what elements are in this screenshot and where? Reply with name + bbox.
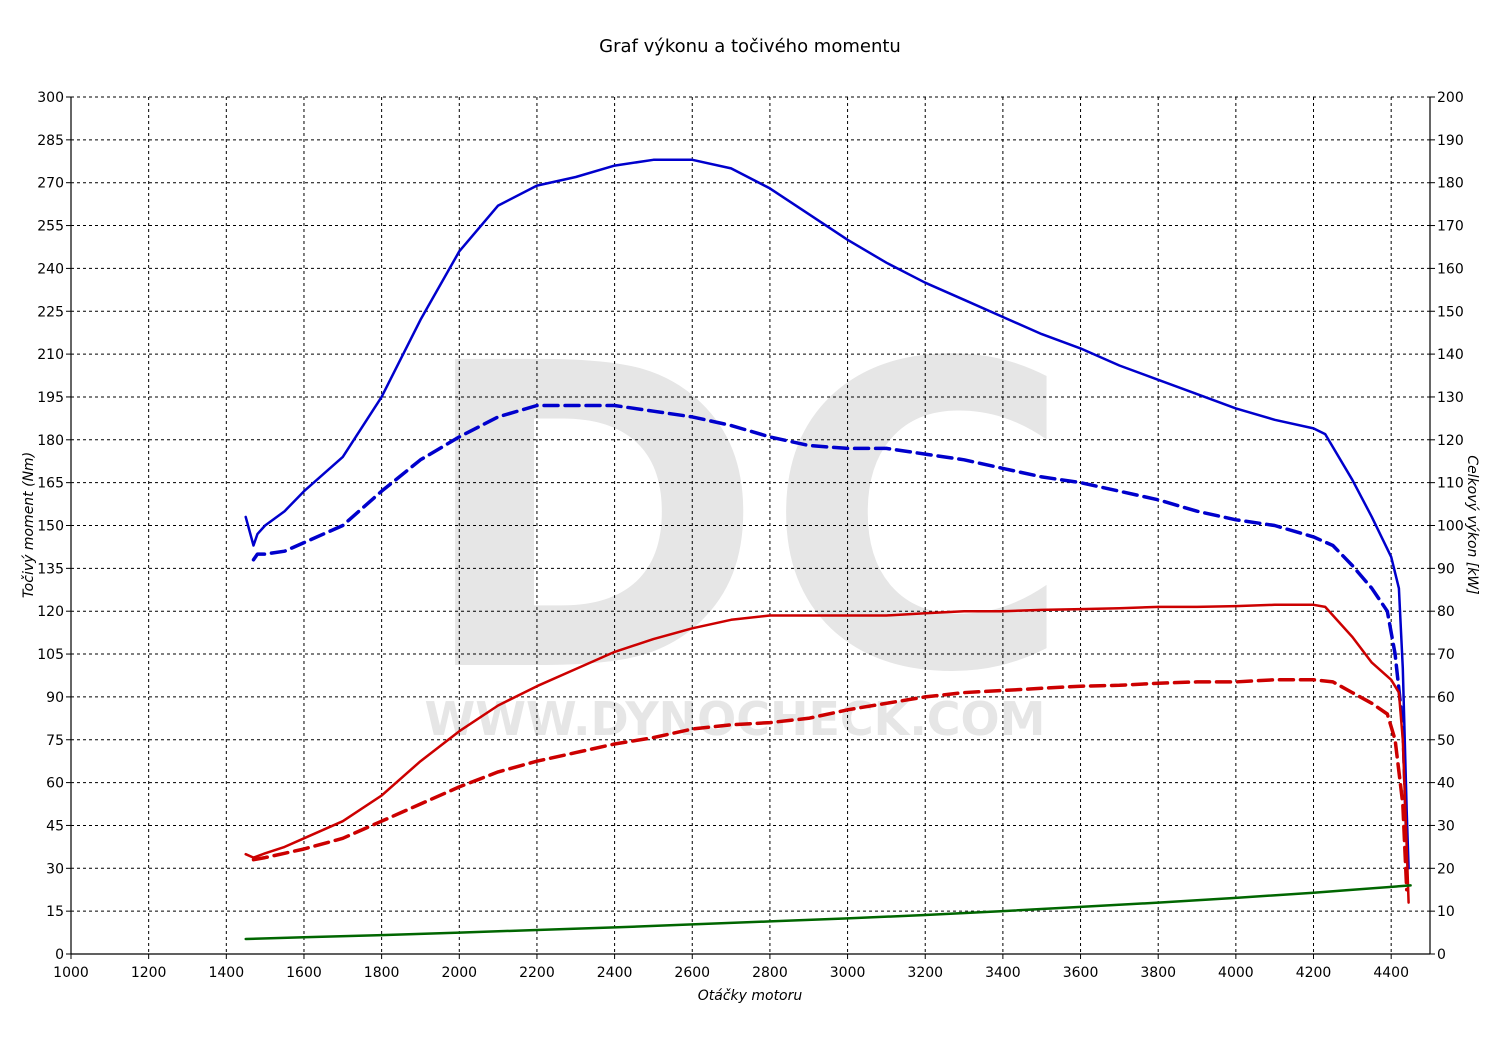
x-tick-label: 1000 (53, 965, 89, 981)
x-tick-label: 2800 (752, 965, 788, 981)
y-left-tick-label: 105 (37, 647, 64, 663)
y-left-tick-label: 60 (46, 776, 64, 792)
series-line-power-tuned (244, 603, 1410, 904)
x-tick-label: 3800 (1140, 965, 1176, 981)
x-tick-label: 4000 (1218, 965, 1254, 981)
y-left-tick-label: 240 (37, 261, 64, 277)
x-tick-label: 3600 (1063, 965, 1099, 981)
chart-title: Graf výkonu a točivého momentu (599, 36, 901, 57)
y-left-tick-label: 195 (37, 390, 64, 406)
y-left-tick-label: 120 (37, 604, 64, 620)
y-right-tick-label: 170 (1437, 219, 1464, 235)
y-left-tick-label: 165 (37, 476, 64, 492)
x-tick-label: 3000 (830, 965, 866, 981)
series-line-torque-tuned (244, 158, 1410, 870)
y-right-tick-label: 60 (1437, 690, 1455, 706)
tick-labels: 1000 1200 1400 1600 1800 2000 2200 2400 2600 2800… (37, 90, 1463, 981)
y-axis-label-right: Celkový výkon [kW] (1464, 455, 1480, 594)
y-left-tick-label: 0 (55, 947, 64, 963)
y-left-tick-label: 15 (46, 904, 64, 920)
y-right-tick-label: 20 (1437, 861, 1455, 877)
y-left-tick-label: 270 (37, 176, 64, 192)
series-layer (244, 158, 1412, 941)
x-tick-label: 2000 (441, 965, 477, 981)
y-axis-label-left: Točivý moment (Nm) (21, 452, 37, 598)
x-tick-label: 2200 (519, 965, 555, 981)
x-tick-label: 4400 (1373, 965, 1409, 981)
y-left-tick-label: 180 (37, 433, 64, 449)
series-line-loss (244, 884, 1412, 941)
y-right-tick-label: 80 (1437, 604, 1455, 620)
x-axis-label: Otáčky motoru (698, 988, 803, 1004)
y-right-tick-label: 190 (1437, 133, 1464, 149)
y-right-tick-label: 200 (1437, 90, 1464, 106)
y-right-tick-label: 150 (1437, 304, 1464, 320)
y-left-tick-label: 210 (37, 347, 64, 363)
y-left-tick-label: 135 (37, 561, 64, 577)
grid (71, 96, 1430, 954)
x-tick-label: 1400 (208, 965, 244, 981)
y-left-tick-label: 90 (46, 690, 64, 706)
y-left-tick-label: 255 (37, 219, 64, 235)
y-right-tick-label: 0 (1437, 947, 1446, 963)
y-left-tick-label: 30 (46, 861, 64, 877)
y-right-tick-label: 50 (1437, 733, 1455, 749)
y-left-tick-label: 285 (37, 133, 64, 149)
y-right-tick-label: 140 (1437, 347, 1464, 363)
y-right-tick-label: 10 (1437, 904, 1455, 920)
y-right-tick-label: 160 (1437, 261, 1464, 277)
y-right-tick-label: 180 (1437, 176, 1464, 192)
x-tick-label: 3200 (907, 965, 943, 981)
y-right-tick-label: 30 (1437, 818, 1455, 834)
y-left-tick-label: 300 (37, 90, 64, 106)
y-right-tick-label: 130 (1437, 390, 1464, 406)
x-tick-label: 1200 (131, 965, 167, 981)
y-left-tick-label: 150 (37, 519, 64, 535)
watermark: DC WWW.DYNOCHECK.COM (417, 276, 1074, 765)
x-tick-label: 4200 (1296, 965, 1332, 981)
x-tick-label: 3400 (985, 965, 1021, 981)
series-line-torque-stock (251, 403, 1409, 842)
y-right-tick-label: 120 (1437, 433, 1464, 449)
x-tick-label: 2600 (674, 965, 710, 981)
watermark-url: WWW.DYNOCHECK.COM (425, 692, 1046, 746)
y-right-tick-label: 40 (1437, 776, 1455, 792)
y-right-tick-label: 110 (1437, 476, 1464, 492)
series-line-power-stock (251, 678, 1409, 892)
y-right-tick-label: 90 (1437, 561, 1455, 577)
y-left-tick-label: 75 (46, 733, 64, 749)
x-tick-label: 2400 (597, 965, 633, 981)
x-tick-label: 1600 (286, 965, 322, 981)
x-tick-label: 1800 (364, 965, 400, 981)
y-right-tick-label: 70 (1437, 647, 1455, 663)
y-left-tick-label: 45 (46, 818, 64, 834)
watermark-logo: DC (417, 276, 1074, 765)
y-right-tick-label: 100 (1437, 519, 1464, 535)
y-left-tick-label: 225 (37, 304, 64, 320)
